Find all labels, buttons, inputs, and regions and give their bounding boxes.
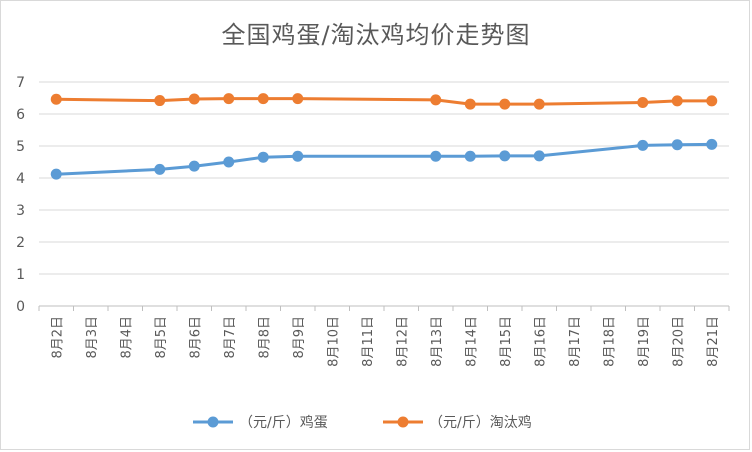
x-tick-label: 8月14日: [464, 316, 479, 367]
x-tick-label: 8月13日: [430, 316, 445, 367]
x-tick-label: 8月9日: [292, 316, 307, 359]
data-point: [464, 98, 476, 110]
axes: 0 1 2 3 4 5 6 7 8月2日 8月3日 8月4日 8月5日 8月6日 8月7日 8月8日 8月9日…: [16, 75, 730, 367]
legend-label: （元/斤）淘汰鸡: [429, 414, 532, 431]
y-tick-label: 3: [16, 203, 25, 219]
data-point: [50, 93, 62, 105]
data-point: [50, 168, 62, 180]
x-tick-label: 8月10日: [326, 316, 341, 367]
data-point: [292, 93, 304, 105]
data-point: [154, 95, 166, 107]
data-point: [188, 160, 200, 172]
x-tick-label: 8月21日: [706, 316, 721, 367]
y-tick-label: 1: [16, 267, 25, 283]
x-tick-label: 8月8日: [257, 316, 272, 359]
data-point: [188, 93, 200, 105]
legend: （元/斤）鸡蛋 （元/斤）淘汰鸡: [193, 414, 532, 431]
x-tick-label: 8月19日: [637, 316, 652, 367]
y-tick-label: 4: [16, 171, 25, 187]
data-point: [533, 98, 545, 110]
x-tick-label: 8月5日: [154, 316, 169, 359]
chart-title: 全国鸡蛋/淘汰鸡均价走势图: [221, 21, 531, 49]
x-tick-label: 8月6日: [188, 316, 203, 359]
x-tick-label: 8月3日: [85, 316, 100, 359]
data-point: [533, 150, 545, 162]
x-tick-label: 8月2日: [50, 316, 65, 359]
data-point: [257, 93, 269, 105]
y-tick-label: 2: [16, 235, 25, 251]
data-point: [706, 95, 718, 107]
y-tick-label: 0: [16, 299, 25, 315]
x-tick-label: 8月20日: [671, 316, 686, 367]
data-point: [671, 139, 683, 151]
x-tick-label: 8月12日: [395, 316, 410, 367]
legend-label: （元/斤）鸡蛋: [239, 414, 328, 431]
data-point: [464, 150, 476, 162]
data-point: [223, 156, 235, 168]
x-tick-label: 8月18日: [602, 316, 617, 367]
data-point: [430, 150, 442, 162]
x-tick-label: 8月16日: [533, 316, 548, 367]
data-point: [430, 94, 442, 106]
y-tick-label: 7: [16, 75, 25, 91]
x-tick-label: 8月15日: [499, 316, 514, 367]
data-point: [706, 138, 718, 150]
x-tick-label: 8月11日: [361, 316, 376, 367]
data-point: [499, 150, 511, 162]
y-tick-label: 6: [16, 107, 25, 123]
data-point: [637, 96, 649, 108]
data-point: [637, 139, 649, 151]
x-tick-label: 8月7日: [223, 316, 238, 359]
x-tick-label: 8月4日: [119, 316, 134, 359]
data-point: [499, 98, 511, 110]
data-point: [154, 163, 166, 175]
series-lines: [50, 93, 718, 180]
legend-swatch-marker: [207, 416, 219, 428]
y-tick-label: 5: [16, 139, 25, 155]
data-point: [671, 95, 683, 107]
x-tick-label: 8月17日: [568, 316, 583, 367]
data-point: [257, 151, 269, 163]
legend-swatch-marker: [397, 416, 409, 428]
data-point: [223, 93, 235, 105]
gridlines: [39, 81, 729, 275]
data-point: [292, 150, 304, 162]
